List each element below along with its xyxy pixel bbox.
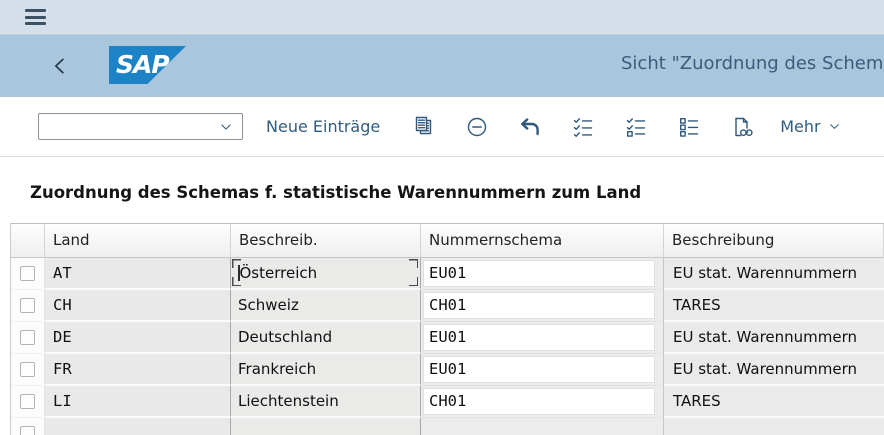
cell-nummernschema: CH01 — [421, 290, 664, 322]
schema-input[interactable]: EU01 — [423, 324, 655, 351]
schema-input[interactable]: CH01 — [423, 292, 655, 319]
cell-nummernschema: EU01 — [421, 322, 664, 354]
variant-combobox[interactable] — [38, 113, 243, 140]
chevron-down-icon — [829, 124, 839, 129]
header-land[interactable]: Land — [45, 224, 231, 258]
cell-land[interactable]: LI — [45, 386, 231, 418]
more-button[interactable]: Mehr — [780, 117, 841, 136]
row-checkbox[interactable] — [20, 362, 35, 377]
display-overview-icon[interactable] — [730, 115, 754, 139]
shell-topbar — [0, 0, 884, 35]
cell-beschreibung[interactable]: EU stat. Warennummern — [664, 354, 884, 386]
table-row: CH Schweiz CH01 TARES — [11, 290, 884, 322]
variant-combobox-input[interactable] — [39, 114, 209, 139]
more-button-label: Mehr — [780, 117, 821, 136]
cell-beschreibung[interactable]: EU stat. Warennummern — [664, 258, 884, 290]
cell-land[interactable]: DE — [45, 322, 231, 354]
chevron-down-icon[interactable] — [218, 120, 234, 134]
row-select-cell — [11, 258, 45, 290]
row-select-cell — [11, 354, 45, 386]
table-header-row: Land Beschreib. Nummernschema Beschreibu… — [11, 224, 884, 258]
select-block-icon[interactable] — [624, 115, 648, 139]
text-caret — [238, 265, 240, 281]
cell-focus-frame — [232, 259, 418, 286]
cell-beschreib[interactable] — [231, 418, 421, 435]
schema-input[interactable]: CH01 — [423, 388, 655, 415]
application-toolbar: Neue Einträge — [0, 97, 884, 157]
chevron-left-icon — [55, 58, 64, 74]
main-content: Zuordnung des Schemas f. statistische Wa… — [0, 157, 884, 435]
cell-beschreibung[interactable]: TARES — [664, 386, 884, 418]
cell-land[interactable]: AT — [45, 258, 231, 290]
row-checkbox[interactable] — [20, 394, 35, 409]
cell-beschreibung[interactable]: TARES — [664, 290, 884, 322]
app-header: SAP Sicht "Zuordnung des Schema — [0, 35, 884, 97]
copy-icon[interactable] — [412, 115, 436, 139]
section-title: Zuordnung des Schemas f. statistische Wa… — [30, 183, 642, 202]
row-select-cell — [11, 322, 45, 354]
back-button[interactable] — [50, 56, 70, 76]
sap-logo: SAP — [109, 46, 186, 84]
cell-beschreib[interactable]: Deutschland — [231, 322, 421, 354]
row-checkbox[interactable] — [20, 426, 35, 435]
header-beschreib[interactable]: Beschreib. — [231, 224, 421, 258]
row-select-cell — [11, 418, 45, 435]
table-row: AT Österreich EU01 EU stat. Warennummern — [11, 258, 884, 290]
maintenance-table: Land Beschreib. Nummernschema Beschreibu… — [10, 223, 884, 435]
hamburger-menu-icon[interactable] — [25, 9, 46, 25]
row-checkbox[interactable] — [20, 330, 35, 345]
cell-beschreib[interactable]: Frankreich — [231, 354, 421, 386]
table-row: FR Frankreich EU01 EU stat. Warennummern — [11, 354, 884, 386]
schema-input[interactable]: EU01 — [423, 260, 655, 287]
cell-beschreib[interactable]: Liechtenstein — [231, 386, 421, 418]
header-select-column — [11, 224, 45, 258]
header-nummernschema[interactable]: Nummernschema — [421, 224, 664, 258]
row-checkbox[interactable] — [20, 298, 35, 313]
header-beschreibung[interactable]: Beschreibung — [664, 224, 884, 258]
schema-input[interactable] — [423, 420, 655, 435]
cell-beschreibung[interactable] — [664, 418, 884, 435]
select-all-icon[interactable] — [571, 115, 595, 139]
cell-land[interactable] — [45, 418, 231, 435]
cell-beschreib[interactable]: Schweiz — [231, 290, 421, 322]
cell-nummernschema — [421, 418, 664, 435]
cell-nummernschema: EU01 — [421, 354, 664, 386]
row-checkbox[interactable] — [20, 266, 35, 281]
cell-nummernschema: EU01 — [421, 258, 664, 290]
schema-input[interactable]: EU01 — [423, 356, 655, 383]
table-row — [11, 418, 884, 435]
page-title: Sicht "Zuordnung des Schema — [621, 53, 884, 74]
cell-beschreib[interactable]: Österreich — [231, 258, 421, 290]
deselect-all-icon[interactable] — [677, 115, 701, 139]
cell-beschreibung[interactable]: EU stat. Warennummern — [664, 322, 884, 354]
cell-land[interactable]: CH — [45, 290, 231, 322]
table-row: LI Liechtenstein CH01 TARES — [11, 386, 884, 418]
table-row: DE Deutschland EU01 EU stat. Warennummer… — [11, 322, 884, 354]
new-entries-button[interactable]: Neue Einträge — [266, 117, 381, 136]
undo-icon[interactable] — [518, 115, 542, 139]
cell-land[interactable]: FR — [45, 354, 231, 386]
table-body: AT Österreich EU01 EU stat. Warennummern… — [11, 258, 884, 435]
row-select-cell — [11, 386, 45, 418]
remove-row-icon[interactable] — [465, 115, 489, 139]
cell-nummernschema: CH01 — [421, 386, 664, 418]
row-select-cell — [11, 290, 45, 322]
